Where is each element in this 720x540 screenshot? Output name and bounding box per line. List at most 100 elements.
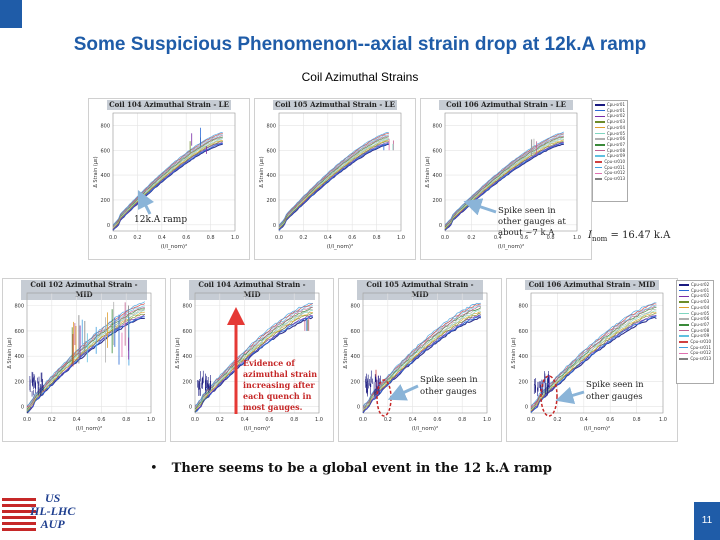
legend-swatch: [595, 121, 605, 123]
panel-title: Coil 105 Azimuthal Strain - LE: [273, 100, 397, 110]
legend-swatch: [595, 132, 605, 135]
slide-title: Some Suspicious Phenomenon--axial strain…: [73, 34, 647, 55]
strain-series-line: [26, 314, 146, 412]
y-tick-label: 0: [189, 405, 192, 411]
x-tick-label: 1.0: [315, 417, 323, 423]
y-tick-label: 200: [266, 198, 276, 204]
legend-entry: Cpu-sr04: [679, 305, 711, 311]
legend-label: Cpu-sr02: [691, 282, 710, 287]
x-axis-label: (I/I_nom)²: [584, 425, 611, 432]
strain-series-line: [278, 142, 390, 231]
x-tick-label: 0.2: [133, 235, 141, 241]
legend-swatch: [595, 166, 603, 169]
x-tick-label: 0.4: [241, 417, 249, 423]
strain-series-line: [26, 313, 145, 412]
x-tick-label: 0.8: [633, 417, 641, 423]
panel-coil105-le: Coil 105 Azimuthal Strain - LE 0.0 0.2 0.4…: [254, 98, 416, 260]
x-tick-label: 1.0: [231, 235, 239, 241]
x-tick-label: 0.0: [359, 417, 367, 423]
plot-frame: [530, 292, 664, 414]
legend-swatch: [679, 358, 689, 360]
legend-swatch: [679, 284, 689, 286]
legend-label: Cpu-sr01: [606, 107, 625, 113]
y-tick-label: 200: [350, 379, 360, 385]
legend-label: Cpu-sr06: [691, 316, 710, 322]
strain-series-line: [278, 138, 389, 229]
legend-label: Cpu-sr07: [606, 141, 625, 147]
x-tick-label: 1.0: [483, 417, 491, 423]
legend-swatch: [679, 352, 689, 355]
legend-label: Cpu-sr010: [690, 339, 711, 345]
y-tick-label: 600: [100, 148, 110, 154]
x-tick-label: 0.2: [384, 417, 392, 423]
legend-entry: Cpu-sr011: [679, 345, 711, 351]
legend-entry: Cpu-sr01: [595, 108, 625, 114]
legend-swatch: [679, 301, 689, 303]
y-tick-label: 600: [14, 329, 24, 335]
x-tick-label: 0.4: [494, 235, 502, 241]
strain-series-line: [194, 305, 313, 408]
legend-swatch: [679, 295, 689, 297]
x-tick-label: 0.8: [373, 235, 381, 241]
strain-series-line: [112, 140, 223, 229]
strain-series-line: [112, 133, 223, 226]
x-tick-label: 1.0: [397, 235, 405, 241]
legend-label: Cpu-sr04: [691, 304, 710, 310]
y-axis-label: Δ Strain (με): [7, 337, 13, 368]
legend-swatch: [679, 289, 689, 292]
x-tick-label: 0.8: [547, 235, 555, 241]
y-tick-label: 600: [182, 329, 192, 335]
spike-note-bottom-1: Spike seen in other gauges: [420, 375, 478, 397]
x-tick-label: 1.0: [573, 235, 581, 241]
x-tick-label: 0.4: [580, 417, 588, 423]
panel-title: Coil 104 Azimuthal Strain - MID: [189, 280, 315, 300]
legend-entry: Cpu-sr02: [595, 113, 625, 119]
x-tick-label: 0.8: [207, 235, 215, 241]
legend-label: Cpu-sr02: [606, 113, 625, 119]
legend-entry: Cpu-sr012: [595, 170, 625, 176]
legend-swatch: [679, 335, 689, 337]
panel-coil105-mid: Coil 105 Azimuthal Strain - MID 0.0 0.2 0.…: [338, 278, 502, 442]
legend-label: Cpu-sr08: [691, 327, 710, 333]
legend-entry: Cpu-sr08: [679, 328, 711, 334]
legend-entry: Cpu-sr02: [679, 293, 711, 299]
legend-swatch: [595, 104, 605, 106]
y-tick-label: 600: [266, 148, 276, 154]
evidence-note: Evidence of azimuthal strain increasing …: [243, 358, 318, 412]
y-tick-label: 200: [518, 379, 528, 385]
strain-series-line: [278, 143, 389, 231]
y-tick-label: 400: [266, 173, 276, 179]
panel-title: Coil 104 Azimuthal Strain - LE: [107, 100, 231, 110]
legend-swatch: [595, 126, 605, 129]
x-tick-label: 0.2: [216, 417, 224, 423]
x-tick-label: 0.4: [73, 417, 81, 423]
legend-swatch: [595, 155, 605, 157]
x-axis-label: (I/I_nom)²: [161, 243, 188, 250]
x-tick-label: 0.6: [265, 417, 273, 423]
y-axis-label: Δ Strain (με): [343, 337, 349, 368]
plot-frame: [112, 112, 236, 232]
panel-coil104-mid: Coil 104 Azimuthal Strain - MID 0.0 0.2 0.…: [170, 278, 334, 442]
strain-plot: 0.0 0.2 0.4 0.6 0.8 1.0 800 600 400 200 0 Δ Strain …: [93, 112, 239, 250]
strain-series-line: [278, 134, 389, 226]
panel-title: Coil 105 Azimuthal Strain - MID: [357, 280, 483, 300]
strain-series-line: [26, 311, 145, 411]
panel-coil106-le: Coil 106 Azimuthal Strain - LE 0.0 0.2 0.4…: [420, 98, 592, 260]
legend-entry: Cpu-sr06: [679, 316, 711, 322]
legend-entry: Cpu-sr09: [595, 153, 625, 159]
x-axis-label: (I/I_nom)²: [327, 243, 354, 250]
legend-label: Cpu-sr09: [691, 333, 710, 339]
strain-plot: 0.0 0.2 0.4 0.6 0.8 1.0 800 600 400 200 0 Δ Strain …: [511, 292, 667, 432]
y-tick-label: 800: [350, 304, 360, 310]
x-tick-label: 0.6: [182, 235, 190, 241]
y-tick-label: 200: [182, 379, 192, 385]
strain-series-line: [112, 136, 223, 227]
strain-series-line: [194, 312, 313, 411]
legend-label: Cpu-sr01: [691, 287, 710, 293]
strain-series-line: [278, 133, 389, 226]
legend-label: Cpu-sr03: [606, 119, 625, 125]
legend-entry: Cpu-sr08: [595, 148, 625, 154]
us-hl-lhc-aup-logo: [2, 498, 36, 531]
x-tick-label: 0.2: [48, 417, 56, 423]
legend-label: Cpu-sr07: [691, 321, 710, 327]
